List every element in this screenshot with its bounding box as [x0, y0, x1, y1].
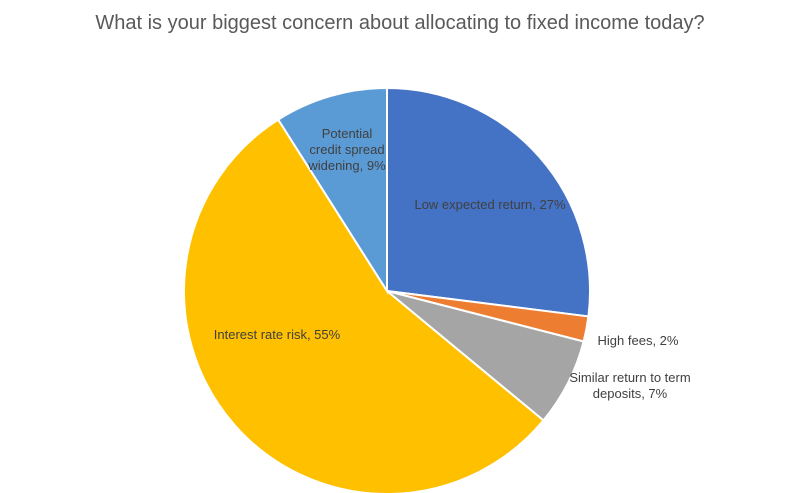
data-label: Potential credit spread widening, 9% [308, 126, 386, 173]
data-label: High fees, 2% [597, 333, 679, 348]
pie-slice [386, 86, 591, 318]
data-label: Interest rate risk, 55% [213, 327, 341, 342]
data-label: Low expected return, 27% [414, 197, 566, 212]
data-label: Similar return to term deposits, 7% [569, 370, 691, 401]
pie-slice [183, 118, 545, 493]
chart-title: What is your biggest concern about alloc… [95, 12, 705, 34]
pie-slice [276, 86, 388, 295]
